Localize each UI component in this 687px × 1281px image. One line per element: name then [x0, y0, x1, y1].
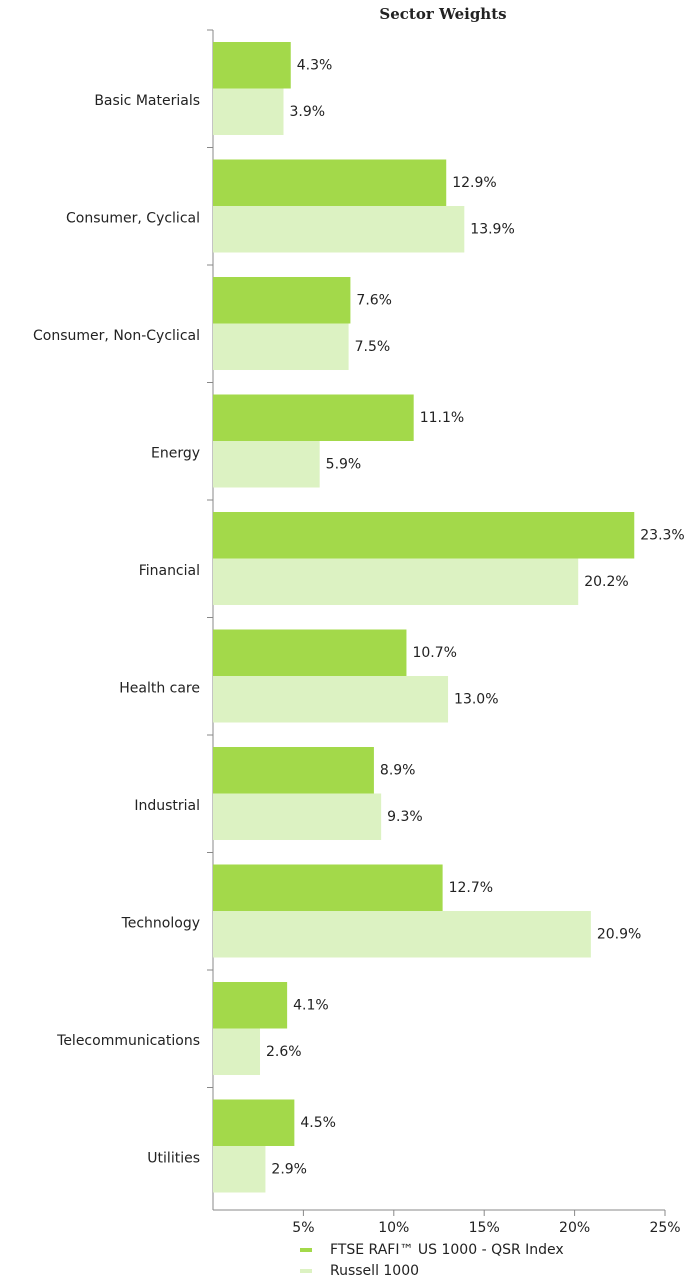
bar	[213, 441, 320, 488]
value-label: 4.5%	[300, 1115, 336, 1131]
legend-label: Russell 1000	[330, 1263, 419, 1279]
bar	[213, 747, 374, 794]
chart-title: Sector Weights	[379, 5, 506, 23]
y-tick-label: Consumer, Cyclical	[66, 210, 200, 226]
bar	[213, 277, 351, 324]
value-label: 4.3%	[297, 57, 333, 73]
bar	[213, 512, 635, 559]
bar	[213, 558, 579, 605]
y-tick-label: Basic Materials	[94, 93, 200, 109]
bar	[213, 42, 291, 89]
value-label: 4.1%	[293, 997, 329, 1013]
bar	[213, 793, 382, 840]
y-tick-label: Energy	[151, 445, 200, 461]
value-label: 7.5%	[355, 339, 391, 355]
bar	[213, 982, 288, 1029]
bar	[213, 159, 447, 206]
value-label: 5.9%	[326, 456, 362, 472]
bar	[213, 1028, 261, 1075]
bar	[213, 88, 284, 135]
value-label: 9.3%	[387, 809, 423, 825]
bar	[213, 323, 349, 370]
x-tick-label: 20%	[559, 1220, 590, 1236]
value-label: 2.6%	[266, 1044, 302, 1060]
bar	[213, 394, 414, 441]
bar	[213, 911, 591, 958]
value-label: 8.9%	[380, 762, 416, 778]
y-tick-label: Health care	[119, 680, 200, 696]
value-label: 3.9%	[290, 104, 326, 120]
value-label: 12.9%	[452, 175, 496, 191]
bar	[213, 1146, 266, 1193]
value-label: 13.9%	[470, 221, 514, 237]
y-tick-label: Technology	[121, 915, 200, 931]
value-label: 10.7%	[412, 645, 456, 661]
x-tick-label: 5%	[292, 1220, 314, 1236]
value-label: 12.7%	[449, 880, 493, 896]
x-tick-label: 15%	[469, 1220, 500, 1236]
legend-label: FTSE RAFI™ US 1000 - QSR Index	[330, 1242, 564, 1258]
value-label: 13.0%	[454, 691, 498, 707]
value-label: 23.3%	[640, 527, 684, 543]
value-label: 20.9%	[597, 926, 641, 942]
y-tick-label: Industrial	[134, 798, 200, 814]
value-label: 7.6%	[356, 292, 392, 308]
bar	[213, 864, 443, 911]
y-tick-label: Telecommunications	[56, 1033, 200, 1049]
bar	[213, 629, 407, 676]
x-tick-label: 25%	[649, 1220, 680, 1236]
value-label: 11.1%	[420, 410, 464, 426]
bar	[213, 676, 449, 723]
bar	[213, 1099, 295, 1146]
bar	[213, 206, 465, 253]
value-label: 2.9%	[271, 1161, 307, 1177]
y-tick-label: Consumer, Non-Cyclical	[33, 328, 200, 344]
y-tick-label: Utilities	[147, 1150, 200, 1166]
value-label: 20.2%	[584, 574, 628, 590]
x-tick-label: 10%	[378, 1220, 409, 1236]
y-tick-label: Financial	[139, 563, 200, 579]
